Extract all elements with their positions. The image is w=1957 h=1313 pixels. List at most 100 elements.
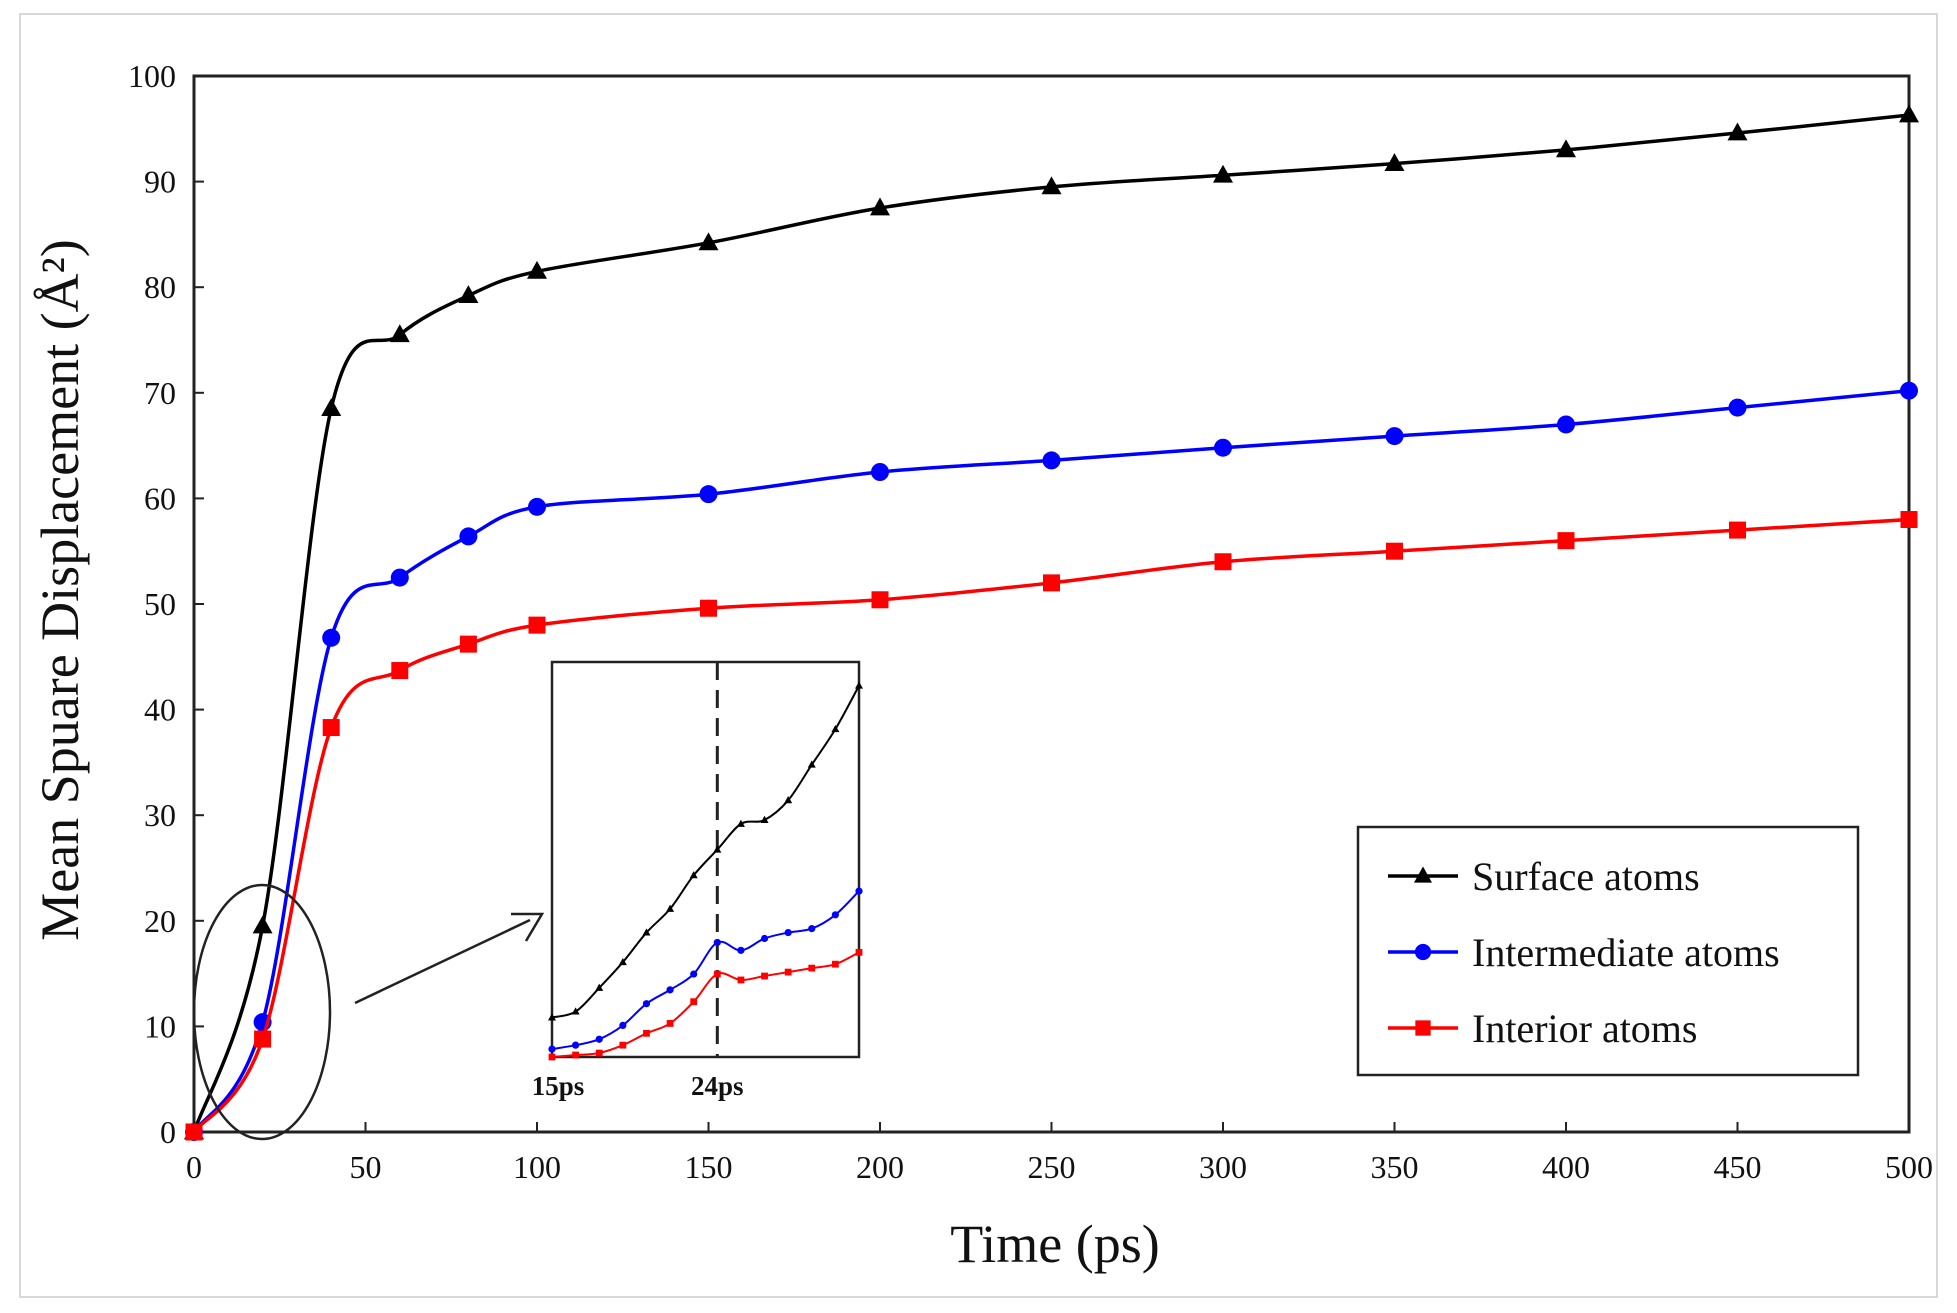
data-point bbox=[252, 915, 273, 934]
y-tick-label: 30 bbox=[144, 797, 176, 833]
data-point bbox=[528, 616, 546, 634]
data-point bbox=[1213, 164, 1233, 183]
inset-data-point bbox=[713, 845, 722, 853]
inset-data-point bbox=[807, 760, 816, 768]
zoom-arrow-line bbox=[354, 918, 531, 1005]
data-point bbox=[527, 260, 547, 279]
data-point bbox=[1384, 153, 1405, 171]
data-point bbox=[699, 485, 718, 504]
data-point bbox=[254, 1030, 272, 1048]
x-tick-label: 200 bbox=[856, 1149, 904, 1185]
data-point bbox=[459, 635, 477, 653]
data-point bbox=[871, 463, 889, 481]
data-point bbox=[1043, 574, 1060, 592]
inset-data-point bbox=[666, 1020, 674, 1027]
data-point bbox=[1557, 415, 1575, 434]
data-point bbox=[528, 497, 546, 516]
series-line bbox=[192, 113, 1910, 1133]
data-point bbox=[459, 527, 478, 546]
inset-data-point bbox=[572, 1051, 580, 1059]
inset-data-point bbox=[855, 887, 863, 895]
zoom-arrow-head bbox=[511, 912, 545, 942]
inset-data-point bbox=[737, 946, 745, 954]
data-point bbox=[1214, 553, 1232, 571]
inset-data-point bbox=[760, 934, 769, 943]
inset-data-point bbox=[831, 911, 839, 919]
inset-data-point bbox=[784, 968, 792, 976]
y-tick-label: 0 bbox=[160, 1114, 176, 1150]
inset-data-point bbox=[760, 815, 769, 823]
figure-border bbox=[19, 13, 1938, 1298]
data-point bbox=[870, 197, 890, 216]
inset-data-point bbox=[571, 1007, 580, 1015]
y-tick-label: 20 bbox=[144, 903, 176, 939]
y-tick-label: 60 bbox=[144, 480, 176, 516]
data-point bbox=[871, 591, 889, 609]
inset-data-point bbox=[736, 819, 745, 827]
inset-series-line bbox=[551, 685, 860, 1019]
inset-data-point bbox=[737, 976, 745, 984]
x-tick-label: 250 bbox=[1028, 1149, 1076, 1185]
x-tick-label: 500 bbox=[1885, 1149, 1933, 1185]
x-tick-label: 100 bbox=[513, 1149, 561, 1185]
inset-data-point bbox=[548, 1053, 556, 1061]
inset-data-point bbox=[666, 904, 675, 912]
y-axis-title: Mean Spuare Displacement (Å²) bbox=[30, 239, 90, 940]
inset-data-point bbox=[572, 1041, 580, 1049]
inset-data-point bbox=[690, 970, 698, 978]
inset-data-point bbox=[548, 1045, 556, 1053]
inset-data-point bbox=[784, 928, 792, 937]
y-tick-label: 100 bbox=[128, 58, 176, 94]
data-point bbox=[1557, 532, 1575, 550]
data-point bbox=[185, 1123, 203, 1141]
inset-data-point bbox=[642, 928, 651, 936]
legend-marker bbox=[1415, 1020, 1431, 1036]
inset-data-point bbox=[690, 998, 698, 1006]
y-tick-label: 40 bbox=[144, 692, 176, 728]
legend-marker bbox=[1414, 943, 1432, 961]
data-point bbox=[1042, 451, 1061, 470]
data-point bbox=[700, 599, 717, 617]
y-tick-label: 80 bbox=[144, 269, 176, 305]
inset-data-point bbox=[713, 938, 721, 947]
data-point bbox=[390, 568, 409, 587]
legend-label: Intermediate atoms bbox=[1472, 930, 1780, 975]
data-point bbox=[1386, 542, 1403, 560]
x-axis-title: Time (ps) bbox=[950, 1214, 1160, 1274]
data-point bbox=[1041, 176, 1062, 195]
zoom-ellipse bbox=[192, 883, 332, 1141]
inset-data-point bbox=[595, 983, 604, 991]
data-point bbox=[389, 324, 410, 343]
data-point bbox=[321, 398, 342, 416]
inset-data-point bbox=[666, 986, 674, 994]
inset-data-point bbox=[689, 871, 698, 879]
inset-data-point bbox=[595, 1035, 603, 1043]
data-point bbox=[1727, 122, 1748, 141]
data-point bbox=[1899, 104, 1919, 123]
inset-tick-label: 15ps bbox=[532, 1071, 585, 1101]
inset-data-point bbox=[831, 960, 839, 968]
inset-data-point bbox=[643, 1029, 650, 1037]
inset-data-point bbox=[855, 948, 863, 956]
inset-data-point bbox=[808, 964, 816, 972]
x-tick-label: 450 bbox=[1714, 1149, 1762, 1185]
data-point bbox=[1729, 521, 1746, 539]
legend-label: Surface atoms bbox=[1472, 854, 1700, 899]
data-point bbox=[1900, 511, 1918, 529]
x-tick-label: 300 bbox=[1199, 1149, 1247, 1185]
inset-data-point bbox=[642, 1000, 651, 1008]
inset-frame bbox=[550, 660, 861, 1059]
legend-label: Interior atoms bbox=[1472, 1006, 1698, 1051]
data-point bbox=[1900, 381, 1918, 400]
data-point bbox=[698, 232, 719, 251]
y-tick-label: 70 bbox=[144, 375, 176, 411]
inset-data-point bbox=[761, 972, 768, 980]
x-tick-label: 350 bbox=[1371, 1149, 1419, 1185]
x-tick-label: 400 bbox=[1542, 1149, 1590, 1185]
y-tick-label: 10 bbox=[144, 1008, 176, 1044]
inset-data-point bbox=[618, 958, 627, 966]
data-point bbox=[1385, 427, 1404, 446]
data-point bbox=[1214, 438, 1232, 457]
inset-data-point bbox=[619, 1021, 627, 1029]
